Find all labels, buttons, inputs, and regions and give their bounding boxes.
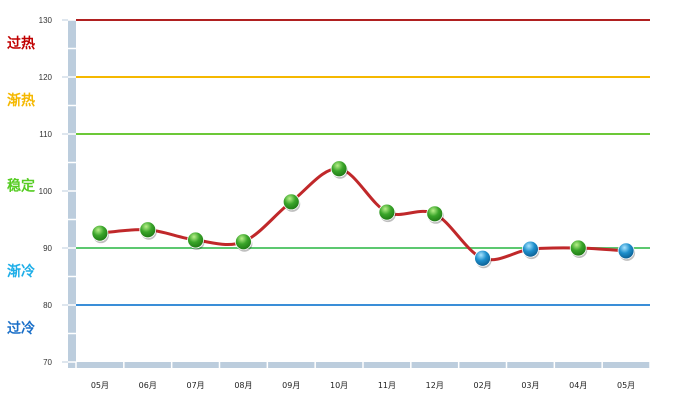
y-tick-label: 120 [39,73,53,82]
data-point [617,242,635,260]
data-point [330,160,348,178]
zone-label: 渐冷 [7,263,35,280]
x-tick-label: 06月 [139,381,157,390]
x-tick-label: 10月 [330,381,348,390]
data-point [426,205,444,223]
data-point [91,224,109,242]
x-tick-label: 04月 [569,381,587,390]
zone-label: 过冷 [7,320,35,337]
zone-label: 稳定 [7,177,35,194]
x-tick-label: 09月 [282,381,300,390]
x-tick-label: 08月 [234,381,252,390]
y-tick-label: 100 [39,187,53,196]
data-point [139,221,157,239]
data-point [522,240,539,258]
y-tick-label: 130 [39,16,53,25]
x-tick-label: 05月 [91,381,109,390]
data-point [282,193,300,211]
x-tick-label: 03月 [521,381,539,390]
y-tick-label: 90 [43,244,52,253]
y-tick-label: 80 [43,301,52,310]
x-axis-bar [68,362,650,368]
x-tick-label: 07月 [186,381,204,390]
x-tick-label: 02月 [473,381,491,390]
data-point [235,233,252,251]
zone-label: 过热 [7,35,35,52]
x-tick-label: 05月 [617,381,635,390]
data-point [474,249,491,267]
series-line [99,167,627,262]
data-point [378,203,396,221]
data-point [187,231,204,249]
x-tick-label: 11月 [378,381,396,390]
y-tick-label: 110 [39,130,52,139]
x-tick-label: 12月 [426,381,444,390]
y-axis-bar [68,20,76,368]
y-tick-label: 70 [43,358,52,367]
zone-label: 渐热 [7,92,35,109]
data-point [569,239,587,257]
